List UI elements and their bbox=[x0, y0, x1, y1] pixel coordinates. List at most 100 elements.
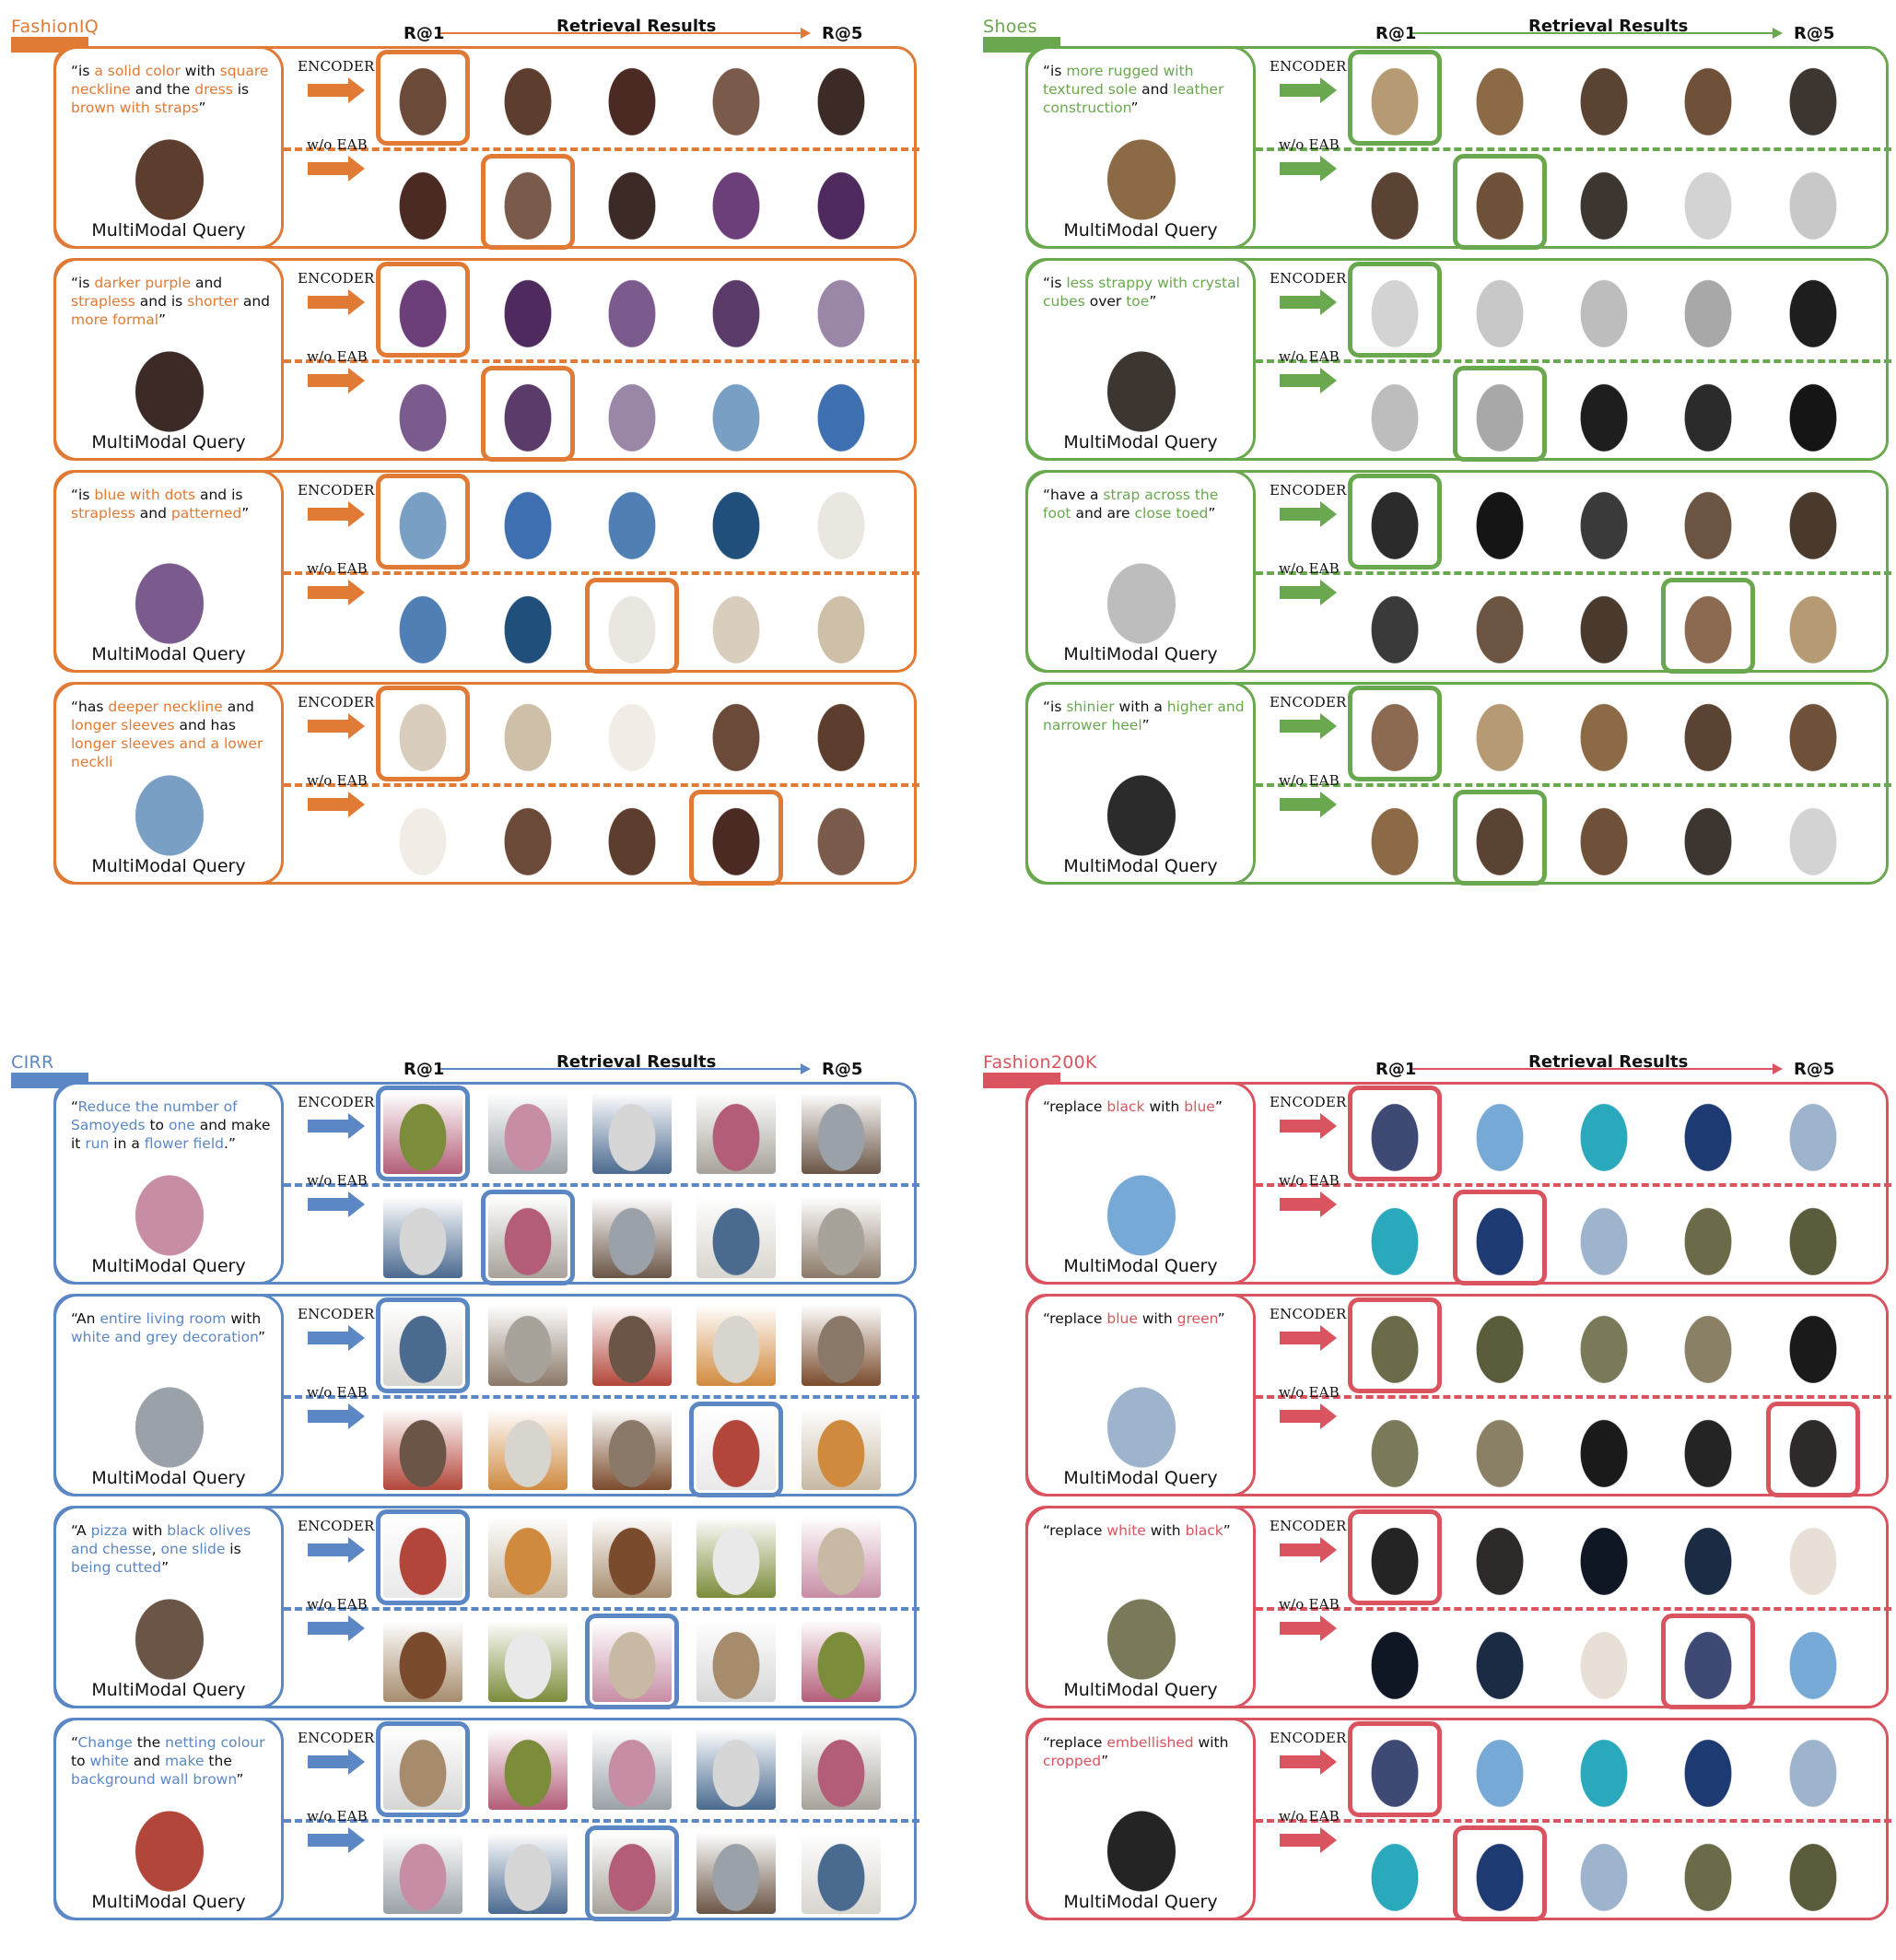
query-keyword: embellished bbox=[1106, 1734, 1194, 1751]
encoder-result-3 bbox=[592, 1729, 672, 1810]
query-label: MultiModal Query bbox=[91, 1468, 246, 1488]
query-plain: “replace bbox=[1043, 1098, 1107, 1115]
without-eab-ground-truth-result bbox=[585, 1614, 679, 1709]
encoder-result-3 bbox=[1564, 693, 1644, 774]
query-plain: “has bbox=[71, 698, 109, 715]
encoder-result-4 bbox=[696, 269, 776, 350]
query-box: “has deeper neckline and longer sleeves … bbox=[53, 682, 284, 885]
arrow-shaft bbox=[1280, 1834, 1324, 1847]
query-box: “Change the netting colour to white and … bbox=[53, 1718, 284, 1920]
encoder-result-4 bbox=[1668, 693, 1748, 774]
encoder-result-5 bbox=[802, 269, 881, 350]
header-title: Retrieval Results bbox=[556, 1052, 717, 1072]
row-divider bbox=[284, 147, 919, 151]
query-plain: ” bbox=[1130, 100, 1139, 116]
arrow-head bbox=[348, 1615, 365, 1641]
arrow-shaft bbox=[308, 1834, 352, 1847]
arrow-head bbox=[1320, 289, 1337, 315]
encoder-result-5 bbox=[802, 1517, 881, 1598]
example-row: “is more rugged with textured sole and l… bbox=[1025, 46, 1891, 250]
row-divider bbox=[1256, 783, 1891, 787]
arrow-shaft bbox=[308, 374, 352, 387]
encoder-result-3 bbox=[1564, 1305, 1644, 1386]
query-keyword: higher and narrower heel bbox=[1043, 698, 1245, 734]
without-eab-ground-truth-result bbox=[481, 366, 575, 462]
row-divider bbox=[284, 1607, 919, 1611]
arrow-shaft bbox=[1280, 1120, 1324, 1133]
example-row: “replace blue with green” MultiModal Quer… bbox=[1025, 1294, 1891, 1497]
query-plain: “replace bbox=[1043, 1522, 1107, 1539]
query-keyword: run bbox=[85, 1135, 110, 1152]
query-keyword: close toed bbox=[1134, 505, 1209, 522]
encoder-result-2 bbox=[1460, 481, 1539, 562]
query-keyword: leather construction bbox=[1043, 81, 1224, 116]
query-box: “is darker purple and strapless and is s… bbox=[53, 258, 284, 461]
query-keyword: blue with dots bbox=[94, 487, 196, 503]
encoder-result-3 bbox=[1564, 481, 1644, 562]
without-eab-arrow bbox=[1280, 580, 1337, 605]
encoder-result-5 bbox=[1773, 57, 1853, 138]
without-eab-result-5 bbox=[1773, 585, 1853, 666]
header-r1: R@1 bbox=[1375, 24, 1417, 43]
query-image bbox=[1091, 1164, 1192, 1256]
query-plain: “replace bbox=[1043, 1734, 1107, 1751]
query-plain: and is bbox=[195, 487, 243, 503]
arrow-head bbox=[1320, 1749, 1337, 1775]
example-row: “replace embellished with cropped” MultiM… bbox=[1025, 1718, 1891, 1921]
encoder-label: ENCODER bbox=[1270, 58, 1347, 75]
encoder-result-3 bbox=[592, 57, 672, 138]
query-plain: “is bbox=[71, 275, 95, 291]
without-eab-result-1 bbox=[383, 1833, 462, 1914]
query-plain: with bbox=[1145, 1522, 1186, 1539]
query-keyword: strapless bbox=[71, 293, 135, 310]
query-keyword: dress bbox=[194, 81, 233, 98]
row-divider bbox=[1256, 1819, 1891, 1823]
query-keyword: one slide bbox=[160, 1541, 226, 1557]
without-eab-ground-truth-result bbox=[1453, 790, 1547, 886]
arrow-head bbox=[348, 77, 365, 103]
query-image bbox=[119, 1800, 220, 1892]
encoder-label: ENCODER bbox=[1270, 1730, 1347, 1746]
query-image bbox=[1091, 1588, 1192, 1680]
query-box: “replace white with black” MultiModal Que… bbox=[1025, 1506, 1256, 1708]
encoder-arrow bbox=[308, 1537, 365, 1563]
query-keyword: black bbox=[1185, 1522, 1223, 1539]
without-eab-result-5 bbox=[1773, 373, 1853, 454]
example-row: “is a solid color with square neckline a… bbox=[53, 46, 919, 250]
arrow-shaft bbox=[308, 1332, 352, 1344]
arrow-head bbox=[348, 1325, 365, 1351]
query-plain: “is bbox=[71, 63, 95, 79]
row-divider bbox=[1256, 1607, 1891, 1611]
example-row: “is darker purple and strapless and is s… bbox=[53, 258, 919, 462]
query-plain: in a bbox=[109, 1135, 145, 1152]
row-divider bbox=[284, 359, 919, 363]
encoder-label: ENCODER bbox=[1270, 1518, 1347, 1534]
query-plain: “is bbox=[1043, 698, 1067, 715]
encoder-result-5 bbox=[1773, 481, 1853, 562]
without-eab-result-4 bbox=[1668, 373, 1748, 454]
example-row: “Change the netting colour to white and … bbox=[53, 1718, 919, 1921]
without-eab-result-3 bbox=[1564, 1833, 1644, 1914]
query-keyword: cropped bbox=[1043, 1753, 1102, 1769]
without-eab-result-3 bbox=[1564, 1621, 1644, 1702]
encoder-result-3 bbox=[592, 481, 672, 562]
query-box: “have a strap across the foot and are cl… bbox=[1025, 470, 1256, 673]
query-text: “have a strap across the foot and are cl… bbox=[1043, 486, 1246, 522]
panel-fashion200k: Fashion200K R@1 Retrieval Results R@5 “repla… bbox=[983, 1052, 1896, 1960]
without-eab-ground-truth-result bbox=[481, 154, 575, 250]
without-eab-result-4 bbox=[696, 585, 776, 666]
encoder-result-4 bbox=[1668, 1517, 1748, 1598]
arrow-shaft bbox=[308, 1543, 352, 1556]
arrow-shaft bbox=[308, 1120, 352, 1133]
encoder-result-2 bbox=[1460, 57, 1539, 138]
query-label: MultiModal Query bbox=[91, 856, 246, 876]
without-eab-arrow bbox=[308, 156, 365, 182]
without-eab-arrow bbox=[308, 1191, 365, 1217]
without-eab-result-4 bbox=[696, 373, 776, 454]
arrow-shaft bbox=[308, 798, 352, 811]
arrow-shaft bbox=[1280, 374, 1324, 387]
without-eab-arrow bbox=[1280, 1191, 1337, 1217]
arrow-shaft bbox=[1280, 296, 1324, 309]
arrow-head bbox=[1320, 1325, 1337, 1351]
query-keyword: Change bbox=[77, 1734, 133, 1751]
